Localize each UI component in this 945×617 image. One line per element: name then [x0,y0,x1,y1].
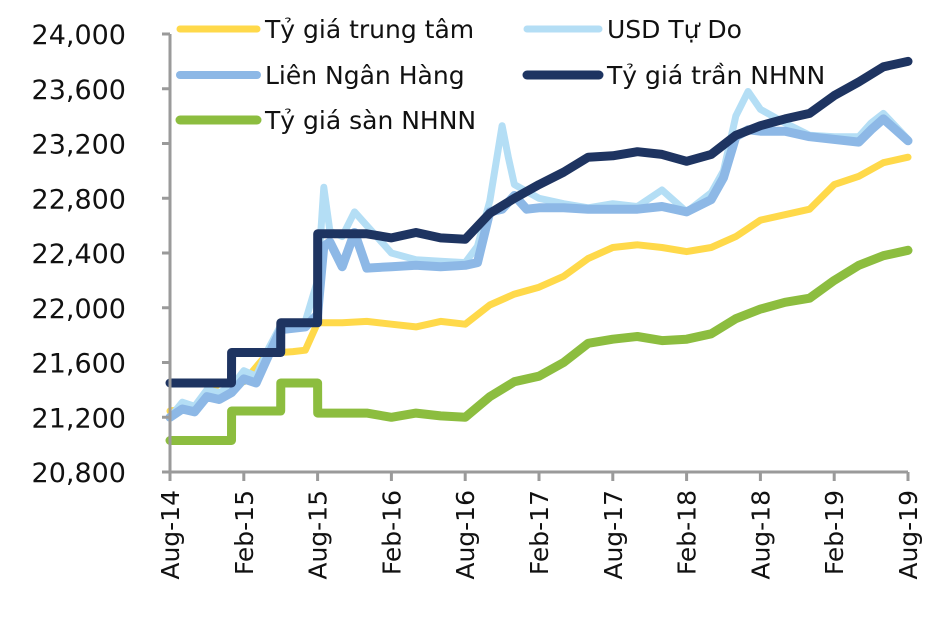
legend-label-san-nhnn: Tỷ giá sàn NHNN [264,106,476,135]
legend-label-tran-nhnn: Tỷ giá trần NHNN [606,61,825,90]
series-line [166,88,912,421]
legend-item-san-nhnn: Tỷ giá sàn NHNN [175,106,476,135]
y-tick-label: 24,000 [32,20,126,51]
x-ticks: Aug-14 Feb-15 Aug-15 Feb-16 Aug-16 Feb-17 Aug-… [156,472,923,580]
x-tick-label: Feb-15 [230,490,259,575]
x-tick-label: Aug-14 [156,490,185,580]
legend-label-lien-ngan-hang: Liên Ngân Hàng [265,61,465,90]
x-tick-label: Feb-18 [673,490,702,575]
x-tick-label: Aug-18 [746,490,775,580]
x-tick-label: Feb-19 [820,490,849,575]
y-tick-label: 23,200 [32,130,126,161]
y-tick-label: 23,600 [32,75,126,106]
x-tick-label: Aug-19 [894,490,923,580]
y-tick-label: 22,400 [32,239,126,270]
legend-item-tran-nhnn: Tỷ giá trần NHNN [522,61,825,90]
series-layer [165,56,913,445]
x-tick-label: Feb-16 [377,490,406,575]
x-tick-label: Aug-17 [599,490,628,580]
series-line [165,56,913,388]
legend: Tỷ giá trung tâm USD Tự Do Liên Ngân Hàn… [175,15,825,135]
legend-label-trung-tam: Tỷ giá trung tâm [264,15,474,44]
x-axis: Aug-14 Feb-15 Aug-15 Feb-16 Aug-16 Feb-17 Aug-… [156,470,923,580]
y-axis: 20,800 21,200 21,600 22,000 22,400 22,800 23,2… [32,20,172,489]
y-tick-label: 22,000 [32,294,126,325]
x-tick-label: Aug-15 [304,490,333,580]
series-line [165,245,913,445]
y-tick-label: 21,600 [32,349,126,380]
y-tick-label: 21,200 [32,403,126,434]
y-tick-label: 22,800 [32,184,126,215]
x-tick-label: Feb-17 [525,490,554,575]
legend-item-trung-tam: Tỷ giá trung tâm [176,15,474,44]
legend-item-lien-ngan-hang: Liên Ngân Hàng [176,61,465,90]
legend-item-usd-tu-do: USD Tự Do [523,15,742,44]
y-ticks: 20,800 21,200 21,600 22,000 22,400 22,800 23,2… [32,20,170,489]
legend-label-usd-tu-do: USD Tự Do [607,15,742,44]
x-tick-label: Aug-16 [451,490,480,580]
y-tick-label: 20,800 [32,458,126,489]
